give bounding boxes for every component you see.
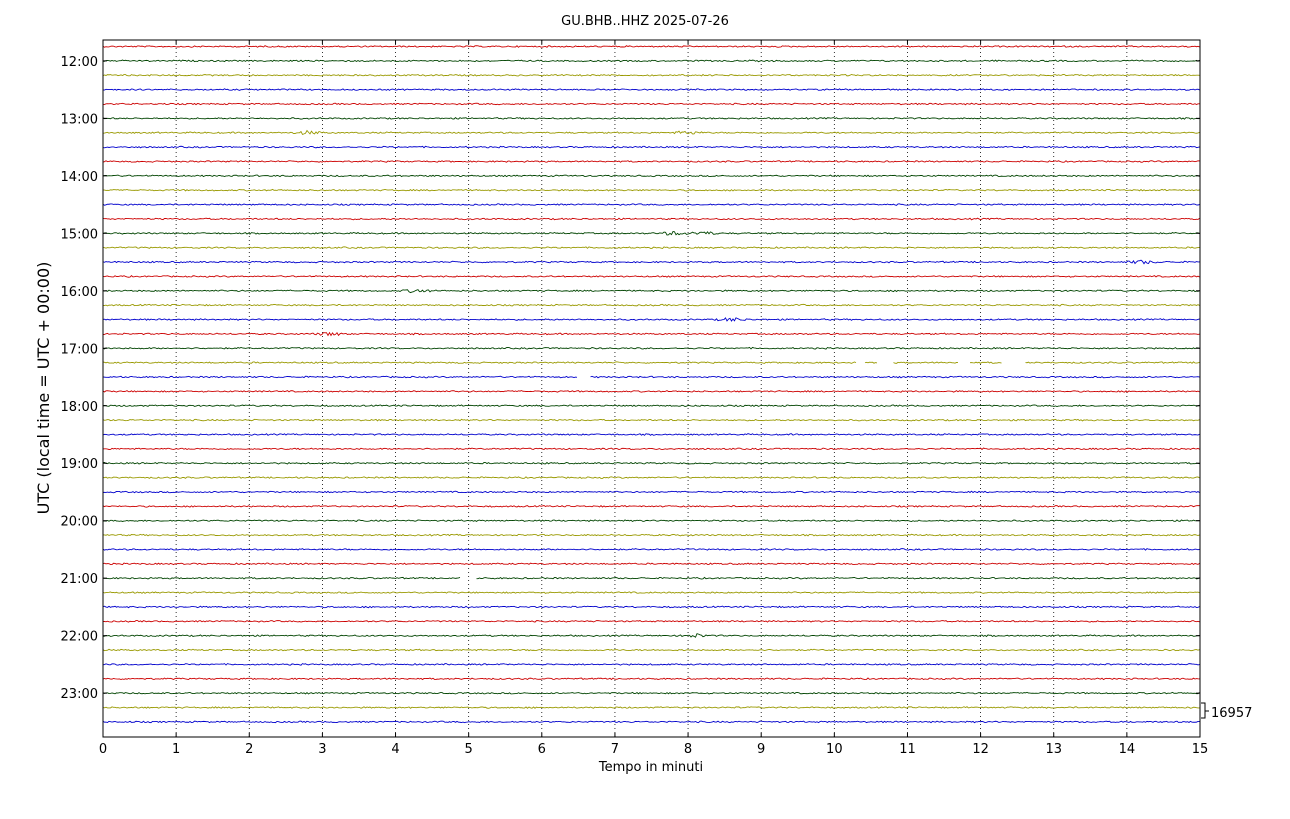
trace-line <box>102 404 1200 408</box>
x-tick-label: 15 <box>1192 742 1209 757</box>
x-tick-label: 2 <box>245 742 253 757</box>
trace-line <box>102 375 1200 379</box>
trace-line <box>102 605 1200 609</box>
x-tick-label: 3 <box>318 742 326 757</box>
x-tick-label: 13 <box>1045 742 1062 757</box>
y-tick-label: 22:00 <box>61 630 98 645</box>
trace-line <box>102 619 1200 623</box>
trace-line <box>102 418 1200 422</box>
y-tick-label: 14:00 <box>61 170 98 185</box>
trace-line <box>102 490 1200 494</box>
trace-line <box>102 390 1200 393</box>
x-tick-label: 5 <box>465 742 473 757</box>
y-tick-label: 12:00 <box>61 55 98 70</box>
trace-line <box>102 73 1200 77</box>
trace-line <box>102 289 1200 294</box>
x-tick-label: 9 <box>757 742 765 757</box>
trace-line <box>102 188 1200 192</box>
scale-label: 16957 <box>1211 706 1252 721</box>
y-tick-label: 23:00 <box>61 687 98 702</box>
y-axis-label: UTC (local time = UTC + 00:00) <box>34 262 53 515</box>
scale-bracket <box>1201 702 1206 719</box>
grid-lines <box>175 40 1128 737</box>
trace-line <box>102 246 1200 250</box>
y-tick-label: 16:00 <box>61 285 98 300</box>
trace-line <box>102 346 1200 350</box>
trace-line <box>102 129 1200 135</box>
trace-line <box>102 174 1200 178</box>
trace-line <box>102 275 1200 278</box>
trace-line <box>102 203 1200 206</box>
trace-line <box>102 217 1200 221</box>
trace-line <box>102 576 1200 580</box>
trace-line <box>102 633 1200 638</box>
x-tick-label: 4 <box>391 742 399 757</box>
trace-line <box>102 259 1200 265</box>
x-tick-label: 7 <box>611 742 619 757</box>
trace-line <box>102 720 1200 724</box>
trace-line <box>102 303 1200 307</box>
trace-line <box>102 447 1200 451</box>
trace-line <box>102 45 1200 48</box>
y-axis-ticks: 12:00 13:00 14:00 15:00 16:00 17:00 18:00 19:00… <box>61 55 1200 702</box>
trace-line <box>102 317 1200 322</box>
x-tick-label: 1 <box>172 742 180 757</box>
trace-line <box>102 117 1200 120</box>
trace-line <box>102 519 1200 523</box>
x-tick-label: 12 <box>972 742 989 757</box>
chart-title: GU.BHB..HHZ 2025-07-26 <box>561 14 729 29</box>
trace-line <box>102 230 1200 236</box>
y-tick-label: 21:00 <box>61 572 98 587</box>
y-tick-label: 20:00 <box>61 515 98 530</box>
trace-line <box>102 433 1200 436</box>
y-tick-label: 19:00 <box>61 457 98 472</box>
x-tick-label: 14 <box>1119 742 1136 757</box>
trace-line <box>102 706 1200 709</box>
trace-line <box>102 533 1200 537</box>
trace-line <box>102 476 1200 479</box>
x-tick-label: 8 <box>684 742 692 757</box>
x-tick-label: 10 <box>826 742 843 757</box>
y-tick-label: 13:00 <box>61 112 98 127</box>
seismic-traces <box>102 45 1200 724</box>
trace-line <box>102 562 1200 566</box>
x-tick-label: 0 <box>99 742 107 757</box>
y-tick-label: 15:00 <box>61 227 98 242</box>
trace-line <box>102 461 1200 465</box>
trace-line <box>102 88 1200 91</box>
plot-frame <box>102 39 1201 738</box>
x-axis-ticks: 0 1 2 3 4 5 6 7 8 9 10 11 12 13 14 15 <box>99 40 1208 757</box>
trace-line <box>102 160 1200 163</box>
trace-line <box>102 505 1200 508</box>
trace-line <box>102 548 1200 551</box>
amplitude-scale-bar: 16957 <box>1201 702 1252 721</box>
trace-line <box>102 677 1200 681</box>
x-tick-label: 6 <box>538 742 546 757</box>
x-axis-label: Tempo in minuti <box>598 760 703 775</box>
y-tick-label: 18:00 <box>61 400 98 415</box>
trace-line <box>102 361 1200 364</box>
trace-line <box>102 102 1200 106</box>
y-tick-label: 17:00 <box>61 342 98 357</box>
trace-line <box>102 331 1200 337</box>
trace-line <box>102 663 1200 666</box>
trace-line <box>102 648 1200 652</box>
trace-line <box>102 691 1200 695</box>
trace-line <box>102 145 1200 149</box>
trace-line <box>102 591 1200 594</box>
x-tick-label: 11 <box>899 742 916 757</box>
trace-line <box>102 59 1200 63</box>
